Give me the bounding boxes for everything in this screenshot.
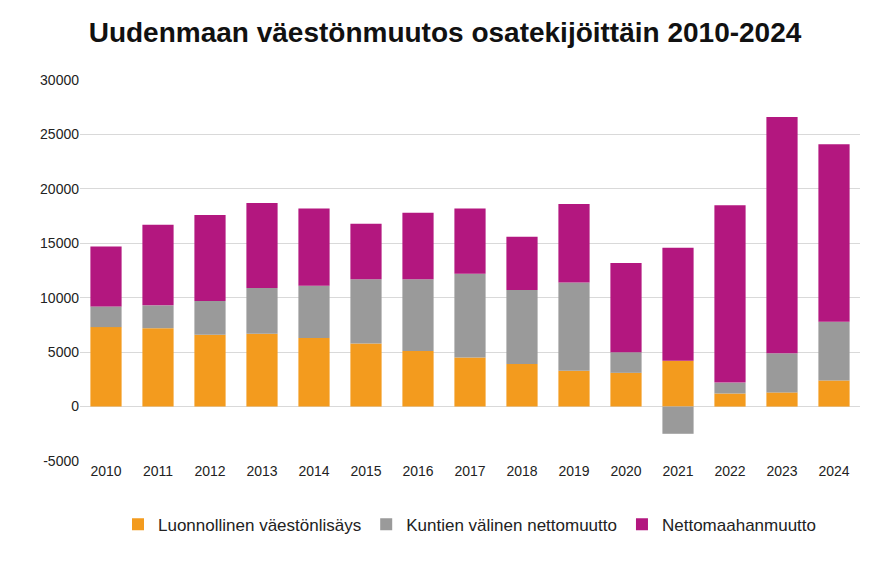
svg-text:10000: 10000	[40, 290, 79, 306]
svg-text:Uudenmaan väestönmuutos osatek: Uudenmaan väestönmuutos osatekijöittäin …	[89, 17, 802, 48]
svg-text:25000: 25000	[40, 126, 79, 142]
svg-text:2015: 2015	[350, 463, 381, 479]
svg-text:2012: 2012	[194, 463, 225, 479]
svg-text:2019: 2019	[558, 463, 589, 479]
svg-text:2017: 2017	[454, 463, 485, 479]
svg-text:15000: 15000	[40, 235, 79, 251]
svg-text:5000: 5000	[48, 344, 79, 360]
svg-text:Nettomaahanmuutto: Nettomaahanmuutto	[662, 516, 816, 535]
svg-text:-5000: -5000	[43, 453, 79, 469]
svg-text:2016: 2016	[402, 463, 433, 479]
svg-text:30000: 30000	[40, 72, 79, 88]
svg-text:2024: 2024	[818, 463, 849, 479]
svg-text:20000: 20000	[40, 181, 79, 197]
svg-text:2013: 2013	[246, 463, 277, 479]
svg-text:2018: 2018	[506, 463, 537, 479]
svg-text:0: 0	[71, 398, 79, 414]
svg-text:Kuntien välinen nettomuutto: Kuntien välinen nettomuutto	[406, 516, 617, 535]
svg-text:2021: 2021	[662, 463, 693, 479]
svg-text:2022: 2022	[714, 463, 745, 479]
svg-text:Luonnollinen väestönlisäys: Luonnollinen väestönlisäys	[158, 516, 361, 535]
svg-text:2011: 2011	[143, 463, 173, 479]
svg-text:2014: 2014	[298, 463, 329, 479]
svg-text:2020: 2020	[610, 463, 641, 479]
svg-text:2023: 2023	[766, 463, 797, 479]
svg-text:2010: 2010	[90, 463, 121, 479]
